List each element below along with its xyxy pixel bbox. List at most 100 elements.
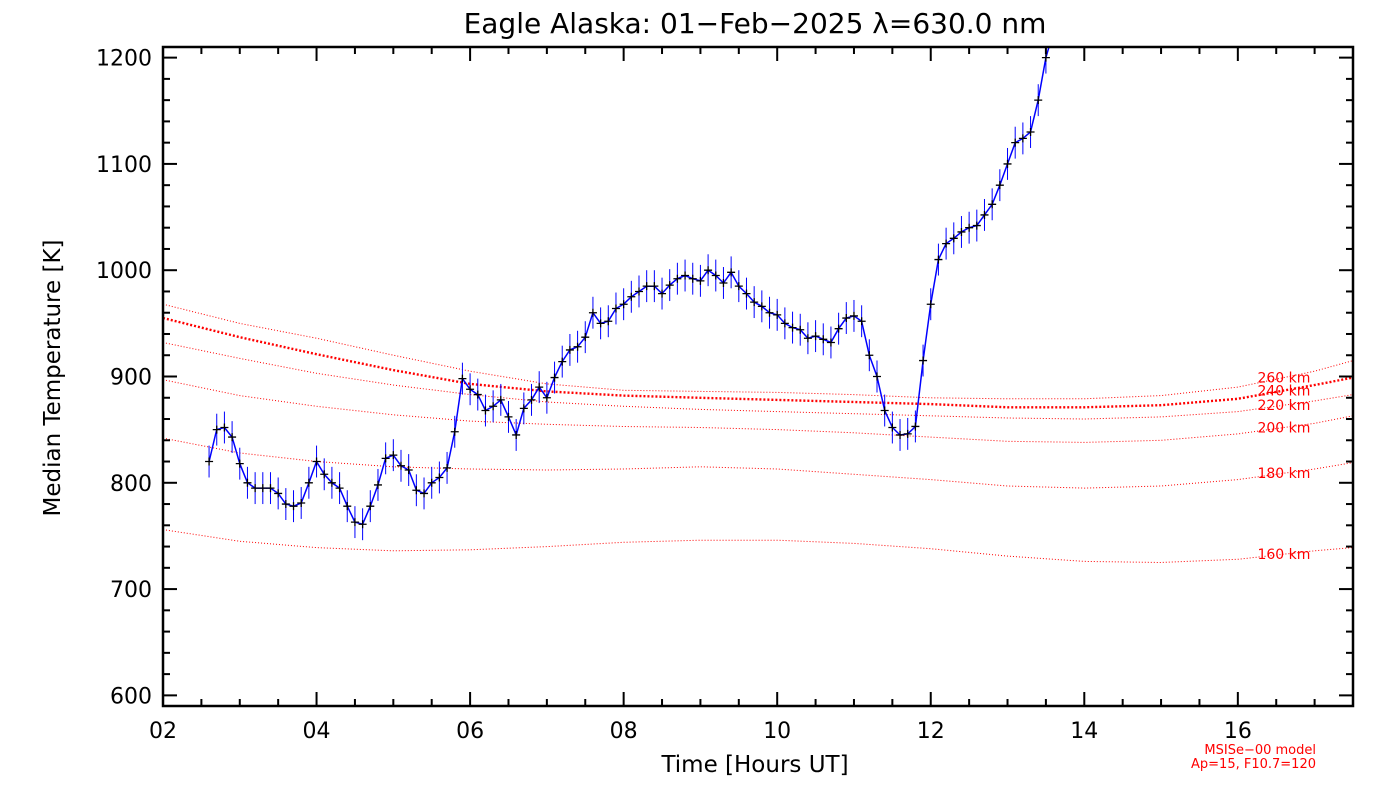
data-point-16: [327, 478, 336, 487]
model-curve-label-5: 260 km: [1257, 371, 1310, 387]
plot-frame: [161, 45, 1355, 708]
data-point-31: [443, 463, 452, 472]
data-point-71: [750, 298, 759, 307]
y-axis-label: Median Temperature [K]: [40, 240, 66, 517]
x-tick-label-14: 14: [1070, 719, 1098, 744]
data-point-86: [865, 351, 874, 360]
model-curve-0: [163, 529, 1353, 564]
model-curve-label-1: 180 km: [1257, 466, 1310, 482]
data-point-28: [420, 489, 429, 498]
data-point-7: [258, 484, 267, 493]
data-point-13: [304, 478, 313, 487]
data-point-34: [466, 385, 475, 394]
model-curve-3: [163, 342, 1353, 420]
data-point-67: [719, 278, 728, 287]
y-tick-label-700: 700: [110, 578, 152, 603]
data-point-4: [235, 459, 244, 468]
data-point-35: [473, 390, 482, 399]
data-point-55: [627, 292, 636, 301]
data-point-41: [519, 404, 528, 413]
model-curve-4: [163, 316, 1353, 409]
data-point-25: [397, 461, 405, 470]
data-point-30: [435, 473, 444, 482]
x-tick-label-10: 10: [763, 719, 791, 744]
data-point-53: [611, 304, 620, 313]
data-point-37: [489, 402, 498, 411]
data-point-18: [343, 502, 352, 511]
data-point-29: [427, 478, 436, 487]
data-point-110: [1050, 27, 1058, 35]
data-point-98: [957, 227, 966, 236]
data-point-92: [911, 422, 920, 431]
data-point-22: [373, 480, 382, 489]
data-point-54: [619, 300, 628, 309]
data-point-106: [1018, 134, 1027, 143]
data-point-96: [942, 239, 951, 248]
x-tick-label-6: 06: [456, 719, 484, 744]
model-curve-5: [163, 303, 1353, 400]
data-point-36: [481, 406, 490, 415]
y-tick-label-800: 800: [110, 472, 152, 497]
data-point-64: [696, 276, 705, 285]
model-note-line-0: MSISe−00 model: [1204, 743, 1316, 758]
axis-ticks: 600 700 800 900 1000 1100 1200 02 04 06 08 10 12 14 16: [96, 47, 1353, 744]
data-point-11: [289, 502, 298, 511]
data-point-97: [949, 234, 958, 243]
data-point-85: [857, 317, 866, 326]
data-point-3: [228, 433, 237, 442]
data-point-9: [274, 489, 283, 498]
data-point-60: [665, 281, 674, 290]
chart-title: Eagle Alaska: 01−Feb−2025 λ=630.0 nm: [464, 7, 1047, 40]
data-point-2: [220, 423, 229, 432]
model-curve-label-3: 220 km: [1257, 398, 1310, 414]
data-point-23: [381, 454, 390, 463]
data-point-45: [550, 373, 559, 382]
model-curve-label-4: 240 km: [1257, 384, 1310, 400]
data-point-26: [404, 466, 413, 475]
y-tick-label-1200: 1200: [96, 47, 152, 72]
data-point-66: [711, 271, 720, 280]
data-point-88: [880, 406, 889, 415]
data-point-59: [658, 289, 667, 298]
data-point-39: [504, 412, 513, 421]
data-point-51: [596, 319, 605, 328]
data-point-81: [826, 338, 835, 347]
data-point-6: [251, 484, 260, 493]
data-point-24: [389, 451, 398, 460]
x-axis-label: Time [Hours UT]: [660, 752, 848, 778]
data-point-10: [281, 500, 290, 509]
data-point-95: [934, 255, 943, 264]
x-tick-label-4: 04: [303, 719, 331, 744]
data-point-68: [727, 268, 736, 277]
data-point-61: [673, 274, 682, 283]
series-line-0: [208, 47, 1050, 526]
data-point-1: [212, 425, 221, 434]
data-series: [205, 22, 1065, 541]
data-point-8: [266, 484, 275, 493]
data-point-70: [742, 289, 751, 298]
data-point-20: [358, 520, 367, 529]
data-point-77: [796, 325, 805, 334]
data-point-63: [688, 274, 697, 283]
data-point-69: [734, 282, 743, 291]
model-curve-1: [163, 437, 1353, 489]
data-point-109: [1041, 53, 1050, 62]
data-point-75: [780, 319, 789, 328]
data-point-100: [972, 221, 981, 230]
data-point-82: [834, 324, 843, 333]
data-point-72: [757, 302, 766, 311]
data-point-19: [350, 518, 359, 527]
data-point-101: [980, 210, 989, 219]
x-tick-label-16: 16: [1224, 719, 1252, 744]
data-point-46: [558, 357, 567, 366]
data-point-91: [903, 429, 912, 438]
data-point-33: [458, 374, 467, 383]
model-note-line-1: Ap=15, F10.7=120: [1191, 757, 1316, 772]
data-point-99: [965, 223, 974, 232]
data-point-0: [205, 457, 214, 466]
data-point-43: [535, 383, 544, 392]
data-point-80: [819, 335, 828, 344]
data-point-111: [1057, 22, 1065, 30]
data-point-44: [542, 393, 551, 402]
